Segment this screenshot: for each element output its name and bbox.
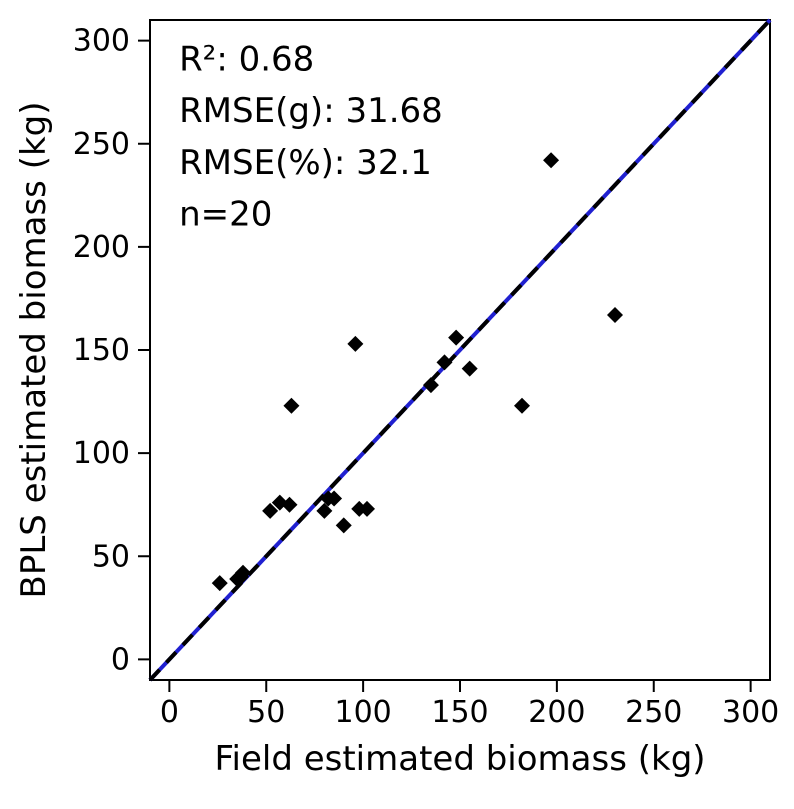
- data-point: [423, 377, 439, 393]
- x-tick-label: 0: [160, 695, 179, 730]
- data-point: [607, 307, 623, 323]
- stats-line: RMSE(g): 31.68: [179, 91, 443, 131]
- y-tick-label: 300: [73, 24, 130, 59]
- scatter-chart: 0 50 100 150 200 250 300 0 50 100 150 200 250 300 Fiel…: [0, 0, 794, 809]
- data-point: [543, 152, 559, 168]
- data-point: [514, 398, 530, 414]
- x-axis-title: Field estimated biomass (kg): [214, 739, 705, 779]
- x-tick-label: 150: [431, 695, 488, 730]
- data-point: [316, 503, 332, 519]
- y-tick-label: 0: [111, 642, 130, 677]
- x-tick-label: 50: [247, 695, 285, 730]
- data-point: [448, 330, 464, 346]
- stats-line: n=20: [179, 194, 272, 234]
- data-point: [347, 336, 363, 352]
- data-point: [336, 517, 352, 533]
- y-axis-title: BPLS estimated biomass (kg): [14, 102, 54, 599]
- data-point: [437, 354, 453, 370]
- x-tick-label: 300: [722, 695, 779, 730]
- y-tick-label: 50: [92, 539, 130, 574]
- stats-line: R²: 0.68: [179, 40, 314, 80]
- x-tick-label: 100: [334, 695, 391, 730]
- y-tick-label: 250: [73, 127, 130, 162]
- y-tick-label: 200: [73, 230, 130, 265]
- y-tick-label: 100: [73, 436, 130, 471]
- chart-svg: 0 50 100 150 200 250 300 0 50 100 150 200 250 300 Fiel…: [0, 0, 794, 809]
- data-point: [283, 398, 299, 414]
- data-point: [212, 575, 228, 591]
- stats-line: RMSE(%): 32.1: [179, 143, 432, 183]
- y-tick-label: 150: [73, 333, 130, 368]
- data-point: [462, 361, 478, 377]
- x-tick-label: 250: [625, 695, 682, 730]
- x-tick-label: 200: [528, 695, 585, 730]
